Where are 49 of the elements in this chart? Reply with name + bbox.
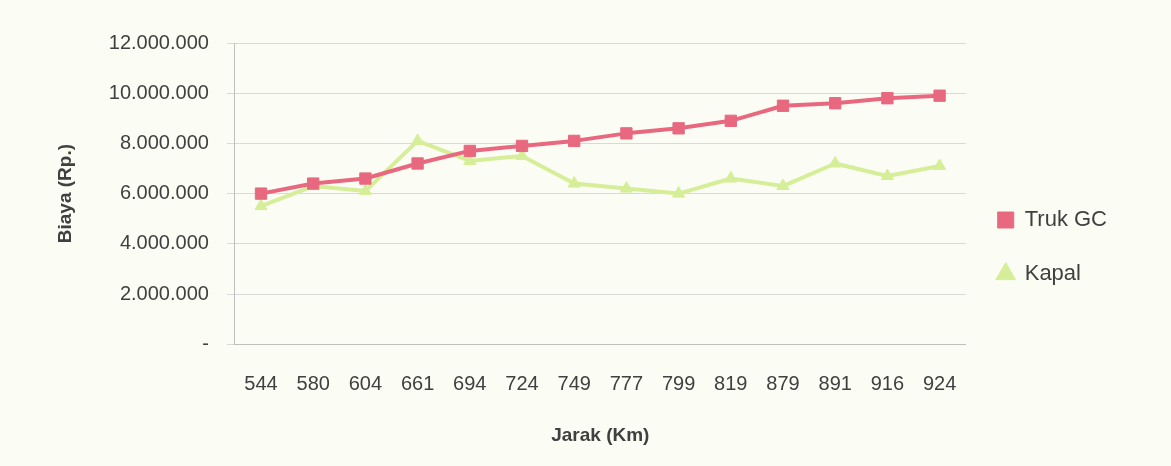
point [619,181,633,193]
legend-label: Kapal [1024,260,1081,286]
point [829,97,842,110]
point [672,122,685,135]
y-tick-label: 6.000.000 [119,181,209,204]
y-tick-label: 2.000.000 [119,281,209,304]
y-tick-label: 8.000.000 [119,130,209,153]
point [881,92,894,105]
x-tick-label: 749 [557,371,591,394]
point [776,99,790,112]
x-tick-label: 819 [714,371,748,394]
y-tick-label: 10.000.000 [108,80,209,103]
x-tick-label: 724 [505,371,539,394]
x-tick-label: 924 [922,371,957,394]
y-axis-title: Biaya (Rp.) [53,143,75,244]
point [568,134,581,148]
x-tick-label: 604 [348,371,383,394]
point [933,89,946,102]
x-tick-label: 891 [818,371,852,394]
y-tick-label: 12.000.000 [108,30,209,53]
point [724,171,738,183]
x-tick-label: 661 [400,371,435,394]
x-tick-label: 580 [296,371,330,394]
y-tick-label: 4.000.000 [119,231,209,254]
x-tick-label: 879 [766,371,800,394]
x-tick-label: 916 [870,371,905,394]
x-tick-label: 694 [453,371,487,394]
point [620,127,633,140]
point [358,183,372,196]
point [359,172,372,185]
point [411,133,425,145]
point [411,157,424,170]
x-axis-title: Jarak (Km) [551,423,650,445]
point [254,198,268,211]
point [515,139,529,153]
x-tick-label: 777 [609,371,644,394]
point [880,168,894,181]
point [724,114,737,127]
legend-label: Truk GC [1024,206,1108,232]
x-tick-label: 544 [244,371,278,394]
x-tick-label: 799 [661,371,696,394]
point [828,155,842,168]
point [567,176,581,188]
point [672,186,686,198]
point [933,158,947,170]
y-tick-label: - [202,331,209,354]
point [463,144,476,158]
point [776,178,790,191]
point [254,187,268,200]
